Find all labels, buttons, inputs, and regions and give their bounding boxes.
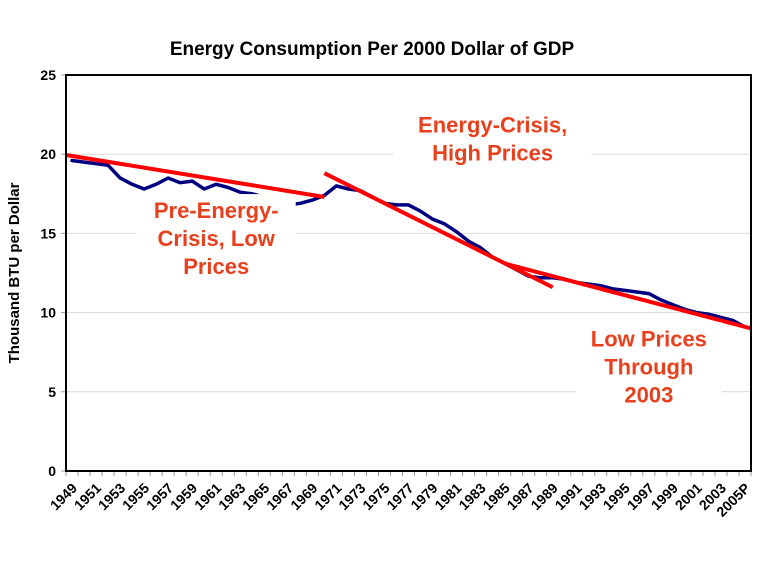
annotation-line: Pre-Energy- bbox=[154, 198, 279, 223]
y-tick-label: 20 bbox=[40, 146, 56, 162]
annotation-background bbox=[136, 194, 296, 285]
low-prices-annotation: Low Prices Through 2003 bbox=[575, 322, 722, 413]
annotation-background bbox=[575, 322, 722, 413]
y-tick-label: 0 bbox=[48, 463, 56, 479]
y-tick-label: 10 bbox=[40, 305, 56, 321]
pre-crisis-annotation: Pre-Energy- Crisis, Low Prices bbox=[136, 194, 296, 285]
annotation-line: Crisis, Low bbox=[158, 226, 276, 251]
plot-frame bbox=[65, 74, 752, 472]
annotation-line: Prices bbox=[183, 254, 249, 279]
y-tick-label: 5 bbox=[48, 384, 56, 400]
low-prices-trend bbox=[504, 261, 752, 331]
y-axis-ticks: 0 5 10 15 20 25 bbox=[40, 67, 66, 479]
y-tick-label: 25 bbox=[40, 67, 56, 83]
crisis-trend bbox=[323, 171, 554, 290]
annotation-line: Through bbox=[604, 354, 693, 379]
energy-crisis-annotation: Energy-Crisis, High Prices bbox=[393, 108, 592, 171]
pre-crisis-trend bbox=[65, 153, 325, 199]
annotation-line: Low Prices bbox=[591, 326, 707, 351]
y-axis-label: Thousand BTU per Dollar bbox=[6, 182, 23, 363]
x-axis-ticks: 1949195119531955195719591961196319651967… bbox=[47, 471, 753, 520]
annotation-line: 2003 bbox=[624, 382, 673, 407]
annotation-line: High Prices bbox=[432, 140, 553, 165]
trend-lines bbox=[65, 153, 752, 331]
chart-title: Energy Consumption Per 2000 Dollar of GD… bbox=[170, 39, 575, 60]
annotations: Energy-Crisis, High Prices Pre-Energy- Cris… bbox=[136, 108, 722, 413]
y-tick-label: 15 bbox=[40, 225, 56, 241]
annotation-background bbox=[393, 108, 592, 171]
annotation-line: Energy-Crisis, bbox=[418, 112, 567, 137]
